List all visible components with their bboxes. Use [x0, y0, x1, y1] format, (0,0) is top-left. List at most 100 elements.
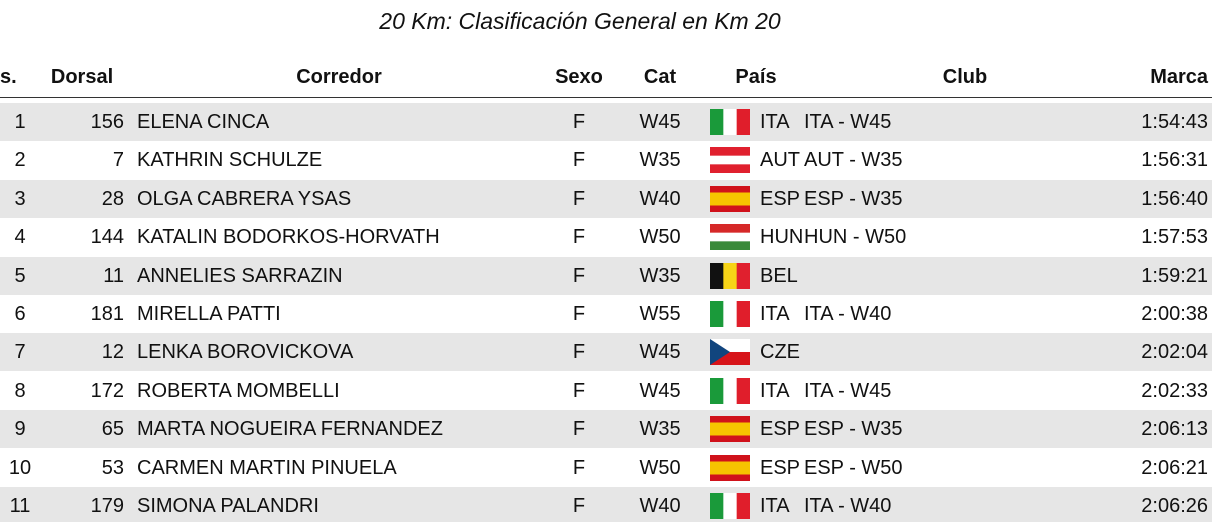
cat-header: Cat [643, 66, 677, 88]
category: W50 [639, 226, 681, 249]
club: ITA - W45 [804, 111, 892, 133]
runner-name: SIMONA PALANDRI [137, 495, 319, 517]
sex: F [572, 226, 586, 249]
title: 20 Km: Clasificación General en Km 20 [379, 8, 781, 34]
flag [710, 185, 750, 217]
category: W55 [639, 303, 681, 325]
runner-name: ANNELIES SARRAZIN [137, 264, 343, 287]
position: 10 [8, 456, 32, 479]
club: ESP - W35 [804, 418, 903, 441]
runner-name: OLGA CABRERA YSAS [137, 187, 352, 210]
club: ITA - W45 [804, 379, 892, 402]
country: ESP [760, 456, 801, 479]
bib: 65 [101, 418, 124, 441]
runner-name: KATHRIN SCHULZE [137, 149, 323, 172]
time: 2:00:38 [1141, 303, 1208, 325]
sex: F [572, 495, 586, 517]
row-background [0, 371, 1212, 410]
sex: F [572, 456, 586, 479]
sex: F [572, 418, 586, 441]
position: 1 [14, 111, 26, 133]
country-header: País [735, 66, 777, 88]
bib: 53 [101, 456, 124, 479]
sex: F [572, 111, 586, 133]
bib: 172 [90, 379, 124, 402]
bib: 11 [103, 264, 124, 287]
country: ESP [760, 418, 801, 441]
bib: 179 [90, 495, 124, 517]
bib: 156 [90, 111, 124, 133]
position: 8 [14, 379, 26, 402]
sex: F [572, 303, 586, 325]
club: ESP - W50 [804, 456, 903, 479]
bib: 181 [90, 303, 124, 325]
country: BEL [760, 264, 798, 287]
time: 2:06:21 [1141, 456, 1208, 479]
runner-name: MARTA NOGUEIRA FERNANDEZ [137, 418, 443, 441]
club: HUN - W50 [804, 226, 907, 249]
time: 1:59:21 [1141, 264, 1208, 287]
position: 3 [14, 187, 26, 210]
category: W35 [639, 418, 681, 441]
flag [710, 493, 751, 522]
row-background [0, 448, 1212, 487]
bib: 28 [101, 187, 124, 210]
position: 5 [14, 264, 26, 287]
category: W40 [639, 495, 681, 517]
time: 2:02:33 [1141, 379, 1208, 402]
category: W40 [639, 187, 681, 210]
sex: F [572, 187, 586, 210]
club-header: Club [942, 66, 988, 88]
row-background [0, 487, 1212, 522]
category: W45 [639, 379, 681, 402]
sex: F [572, 341, 586, 364]
row-background [0, 256, 1212, 295]
category: W50 [639, 456, 681, 479]
country: ITA [760, 379, 790, 402]
row-background [0, 410, 1212, 449]
time: 2:06:26 [1141, 495, 1208, 517]
flag [710, 224, 750, 255]
country: AUT [760, 149, 800, 172]
runner-name: KATALIN BODORKOS-HORVATH [137, 226, 440, 249]
runner-name: LENKA BOROVICKOVA [137, 341, 354, 364]
flag [710, 416, 750, 447]
name-header: Corredor [296, 66, 382, 88]
category: W35 [639, 264, 681, 287]
time: 1:56:31 [1141, 149, 1208, 172]
time-header: Marca [1150, 66, 1208, 88]
position: 4 [14, 226, 26, 249]
runner-name: MIRELLA PATTI [137, 303, 281, 325]
flag [710, 262, 751, 294]
sex: F [572, 149, 586, 172]
country: HUN [760, 226, 804, 249]
row-background [0, 179, 1212, 218]
time: 2:02:04 [1141, 341, 1208, 364]
row-background [0, 141, 1212, 180]
club: ESP - W35 [804, 187, 903, 210]
runner-name: ELENA CINCA [137, 111, 270, 133]
flag [710, 339, 750, 370]
flag [710, 377, 751, 409]
row-background [0, 295, 1212, 333]
position: 7 [14, 341, 26, 364]
sex: F [572, 379, 586, 402]
runner-name: CARMEN MARTIN PINUELA [137, 456, 397, 479]
runner-name: ROBERTA MOMBELLI [137, 379, 340, 402]
time: 1:56:40 [1141, 187, 1208, 210]
country: ITA [760, 111, 790, 133]
category: W45 [639, 341, 681, 364]
time: 2:06:13 [1141, 418, 1208, 441]
sex: F [572, 264, 586, 287]
position: 9 [14, 418, 26, 441]
club: ITA - W40 [804, 303, 892, 325]
club: ITA - W40 [804, 495, 892, 517]
category: W45 [639, 111, 681, 133]
country: ITA [760, 303, 790, 325]
flag [710, 147, 750, 178]
position: 6 [14, 303, 26, 325]
club: AUT - W35 [804, 149, 903, 172]
bib: 12 [101, 341, 124, 364]
country: CZE [760, 341, 800, 364]
header-rule [0, 97, 1212, 98]
